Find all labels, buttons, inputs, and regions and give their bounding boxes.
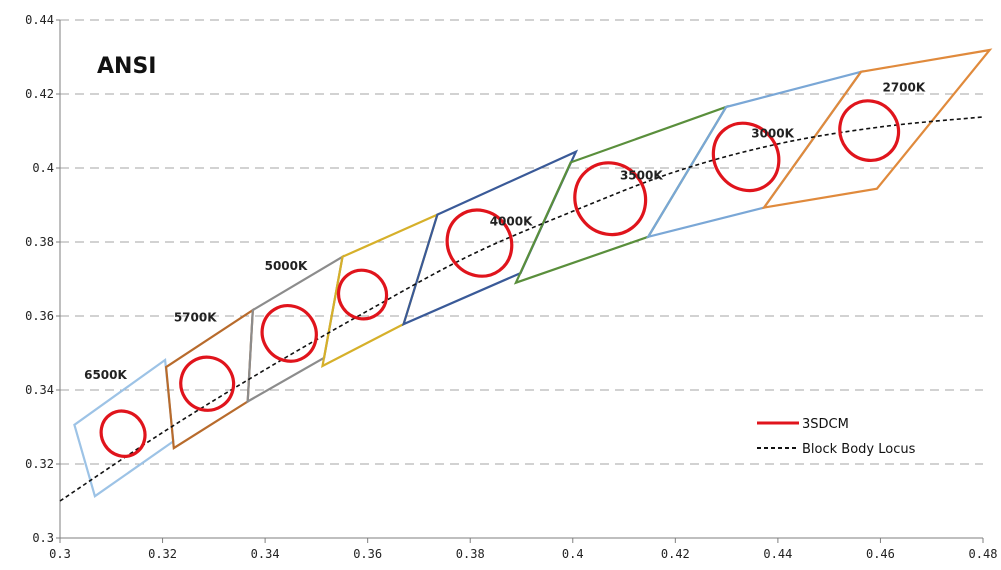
y-tick-label: 0.3 bbox=[32, 531, 54, 545]
y-tick-label: 0.42 bbox=[25, 87, 54, 101]
y-tick-label: 0.44 bbox=[25, 13, 54, 27]
black-body-locus bbox=[59, 116, 984, 502]
binning-quadrangles bbox=[73, 48, 993, 498]
ellipse-3sdcm-5000k bbox=[260, 304, 318, 363]
quadrangle-5700k bbox=[164, 307, 255, 450]
ellipse-3sdcm-5700k bbox=[179, 355, 236, 412]
cct-label-3500k: 3500K bbox=[620, 168, 663, 182]
y-tick-label: 0.36 bbox=[25, 309, 54, 323]
x-tick-label: 0.4 bbox=[562, 547, 584, 561]
legend: 3SDCM Block Body Locus bbox=[757, 417, 916, 457]
x-tick-label: 0.3 bbox=[49, 547, 71, 561]
x-tick-label: 0.42 bbox=[661, 547, 690, 561]
chart-title: ANSI bbox=[97, 54, 156, 79]
quadrangle-3500k bbox=[513, 104, 729, 285]
x-tick-label: 0.36 bbox=[353, 547, 382, 561]
x-tick-label: 0.32 bbox=[148, 547, 177, 561]
x-tick-label: 0.46 bbox=[866, 547, 895, 561]
y-tick-label: 0.32 bbox=[25, 457, 54, 471]
legend-label-locus: Block Body Locus bbox=[802, 442, 916, 457]
ellipse-3sdcm-unlabeled bbox=[336, 268, 389, 321]
grid-lines bbox=[60, 19, 983, 465]
x-tick-label: 0.38 bbox=[456, 547, 485, 561]
quadrangle-4000k bbox=[401, 149, 579, 327]
quadrangle-2700k bbox=[761, 48, 993, 210]
cct-label-3000k: 3000K bbox=[751, 126, 794, 140]
ellipse-3sdcm-4000k bbox=[445, 208, 514, 278]
cct-label-5000k: 5000K bbox=[265, 259, 308, 273]
x-tick-label: 0.44 bbox=[763, 547, 792, 561]
locus-line bbox=[59, 116, 984, 502]
y-tick-label: 0.34 bbox=[25, 383, 54, 397]
ellipse-3sdcm-3000k bbox=[711, 121, 781, 193]
legend-label-3sdcm: 3SDCM bbox=[802, 417, 849, 432]
y-tick-label: 0.4 bbox=[32, 161, 54, 175]
ellipse-3sdcm-6500k bbox=[99, 409, 147, 458]
cct-label-6500k: 6500K bbox=[84, 368, 127, 382]
x-tick-label: 0.48 bbox=[969, 547, 998, 561]
ellipse-3sdcm-2700k bbox=[838, 99, 901, 162]
cct-label-4000k: 4000K bbox=[490, 214, 533, 228]
cct-label-2700k: 2700K bbox=[882, 80, 925, 94]
axes: 0.3 0.32 0.34 0.36 0.38 0.4 0.42 0.44 0.3 0.32 0.3… bbox=[25, 13, 997, 561]
cct-label-5700k: 5700K bbox=[174, 311, 217, 325]
ellipse-3sdcm-3500k bbox=[573, 161, 648, 237]
quadrangle-3000k bbox=[645, 69, 864, 239]
cct-labels: 6500K 5700K 5000K 4000K 3500K 3000K 2700K bbox=[84, 80, 926, 381]
y-tick-label: 0.38 bbox=[25, 235, 54, 249]
sdcm-ellipses bbox=[99, 99, 901, 458]
x-tick-label: 0.34 bbox=[251, 547, 280, 561]
